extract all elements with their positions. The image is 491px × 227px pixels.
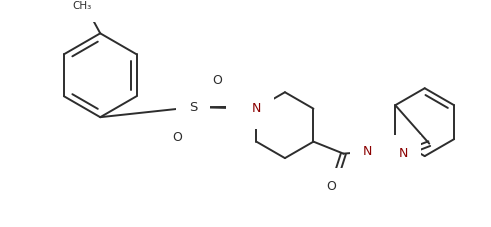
Text: CH₃: CH₃ bbox=[73, 1, 92, 11]
Text: N: N bbox=[252, 102, 261, 115]
Text: O: O bbox=[172, 131, 182, 144]
Text: N: N bbox=[238, 104, 247, 117]
Text: N: N bbox=[399, 147, 408, 160]
Text: O: O bbox=[327, 180, 336, 193]
Text: S: S bbox=[189, 101, 197, 114]
Text: O: O bbox=[212, 74, 222, 87]
Text: H: H bbox=[371, 147, 380, 157]
Text: N: N bbox=[363, 145, 372, 158]
